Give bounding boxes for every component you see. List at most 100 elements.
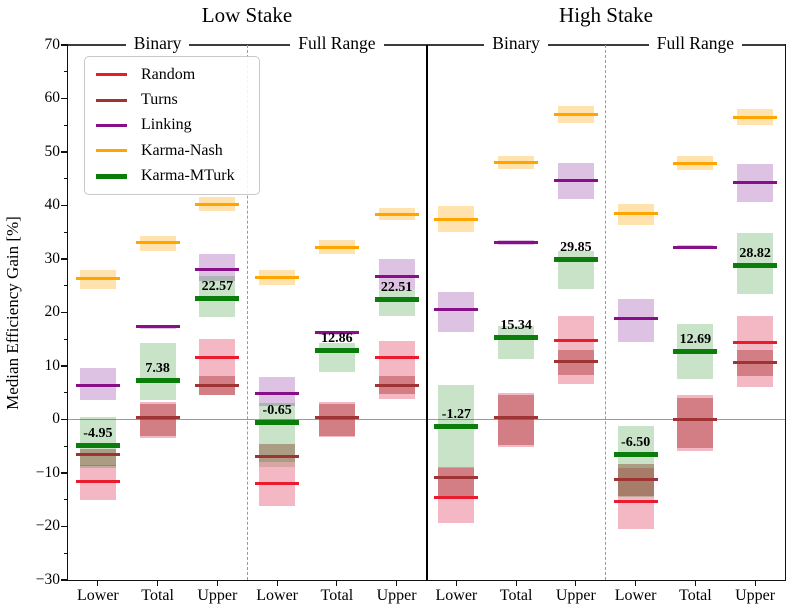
series-band-random	[617, 467, 654, 529]
annotation-value: 22.51	[380, 279, 413, 295]
series-median-line-karma-mturk	[733, 262, 778, 268]
series-median-line-karma-mturk	[195, 296, 240, 302]
stake-title-high: High Stake	[559, 3, 653, 27]
series-median-line-karma-mturk	[673, 349, 718, 355]
section-header: Full Range	[257, 33, 417, 54]
series-band-linking	[199, 253, 236, 281]
series-median-line-karma-nash	[613, 212, 658, 216]
legend: Random Turns Linking Karma-Nash Karma-MTurk	[84, 56, 260, 195]
series-median-line-random	[733, 341, 778, 345]
series-median-line-linking	[75, 384, 120, 388]
legend-line-swatch	[96, 149, 127, 153]
series-median-line-linking	[553, 178, 598, 182]
section-header-label: Full Range	[290, 33, 384, 53]
series-band-karma-mturk	[498, 325, 535, 359]
series-median-line-karma-mturk	[255, 420, 300, 426]
series-median-line-karma-nash	[135, 240, 180, 244]
x-tick-mark	[635, 581, 637, 587]
legend-item: Turns	[85, 91, 259, 109]
x-tick-label: Lower	[614, 587, 657, 604]
y-minor-tick-mark	[64, 285, 68, 287]
series-band-random	[557, 315, 594, 384]
annotation-value: -6.50	[621, 434, 651, 450]
series-median-line-turns	[195, 384, 240, 388]
section-header-label: Binary	[484, 33, 548, 53]
legend-label: Karma-Nash	[141, 141, 223, 159]
y-minor-tick-mark	[64, 392, 68, 394]
y-tick-mark	[61, 418, 68, 421]
bottom-spine	[66, 580, 787, 582]
series-median-line-turns	[613, 477, 658, 481]
separator-dashed	[246, 45, 248, 580]
x-tick-mark	[396, 581, 398, 587]
series-median-line-turns	[553, 360, 598, 364]
series-band-random	[378, 340, 415, 399]
legend-line-swatch	[96, 98, 127, 102]
legend-label: Linking	[141, 116, 192, 134]
series-median-line-turns	[75, 453, 120, 457]
x-tick-mark	[157, 581, 159, 587]
series-median-line-linking	[135, 325, 180, 329]
annotation-value: -4.95	[83, 426, 113, 442]
legend-line-swatch	[96, 73, 127, 77]
series-band-linking	[617, 299, 654, 342]
series-median-line-random	[553, 339, 598, 343]
y-tick-mark	[61, 472, 68, 474]
series-band-turns	[79, 448, 116, 466]
y-tick-mark	[61, 258, 68, 260]
series-median-line-karma-mturk	[553, 257, 598, 263]
annotation-value: 15.34	[500, 317, 532, 333]
series-band-turns	[318, 403, 355, 436]
top-border-line	[68, 44, 785, 46]
y-tick-label: −30	[35, 570, 60, 588]
series-band-karma-mturk	[378, 288, 415, 316]
series-band-linking	[259, 376, 296, 406]
y-tick-mark	[61, 579, 68, 581]
series-band-linking	[378, 259, 415, 289]
x-tick-mark	[754, 581, 756, 587]
series-median-line-random	[195, 356, 240, 360]
x-tick-mark	[515, 581, 517, 587]
x-tick-mark	[455, 581, 457, 587]
series-median-line-turns	[733, 361, 778, 365]
series-median-line-random	[255, 482, 300, 486]
legend-item: Random	[85, 66, 259, 84]
y-tick-label: −20	[35, 517, 60, 534]
x-tick-label: Upper	[197, 587, 238, 604]
series-band-turns	[139, 403, 176, 436]
series-median-line-linking	[195, 267, 240, 271]
series-median-line-turns	[494, 416, 539, 420]
x-tick-label: Lower	[256, 587, 298, 604]
y-minor-tick-mark	[64, 338, 68, 340]
annotation-value: 7.38	[145, 360, 170, 376]
series-median-line-turns	[255, 454, 300, 458]
section-header-label: Full Range	[648, 33, 743, 53]
y-tick-mark	[61, 365, 68, 367]
series-median-line-karma-nash	[75, 277, 120, 281]
series-median-line-random	[613, 499, 658, 503]
series-median-line-linking	[613, 317, 658, 321]
series-band-turns	[438, 468, 475, 496]
annotation-value: 12.69	[679, 332, 712, 348]
series-median-line-karma-nash	[673, 161, 718, 165]
y-tick-label: 70	[44, 35, 61, 53]
annotation-value: 28.82	[739, 245, 771, 261]
x-tick-label: Total	[499, 587, 533, 604]
y-tick-label: 0	[52, 410, 60, 427]
y-tick-label: 60	[44, 89, 61, 106]
x-tick-mark	[336, 581, 338, 587]
series-median-line-karma-nash	[314, 245, 359, 249]
series-median-line-linking	[733, 180, 778, 184]
series-median-line-random	[374, 356, 419, 360]
right-spine	[785, 44, 787, 581]
series-median-line-linking	[673, 245, 718, 249]
legend-label: Random	[141, 65, 196, 83]
series-band-random	[259, 466, 296, 506]
series-median-line-karma-mturk	[613, 451, 658, 457]
series-band-random	[737, 315, 774, 388]
series-band-turns	[498, 395, 535, 446]
annotation-value: 12.86	[321, 331, 353, 347]
series-median-line-linking	[494, 240, 539, 244]
series-band-turns	[677, 397, 714, 449]
